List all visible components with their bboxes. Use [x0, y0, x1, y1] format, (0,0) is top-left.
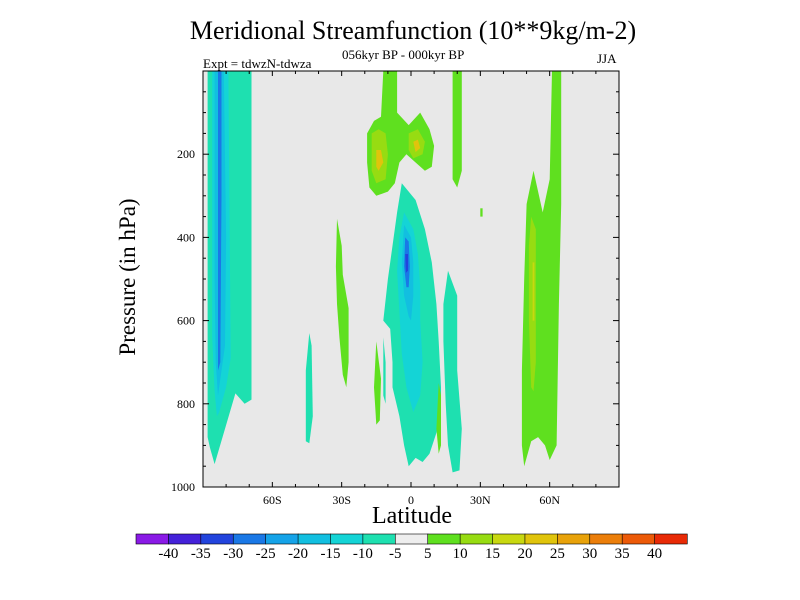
- nh-cell-plus15: [532, 262, 535, 321]
- colorbar-swatch: [492, 533, 526, 545]
- upper-cell-plus20-b: [413, 139, 421, 153]
- colorbar-label: 25: [550, 546, 565, 562]
- nh-cell-plus10: [528, 216, 536, 392]
- experiment-label: Expt = tdwzN-tdwza: [203, 56, 312, 71]
- ne-small-plus5-b: [436, 383, 441, 454]
- colorbar-label: -15: [320, 546, 340, 562]
- sh-cell-minus25: [218, 71, 222, 371]
- colorbar-swatch: [232, 533, 267, 545]
- contour-fills: [207, 71, 562, 473]
- colorbar-label: -20: [288, 546, 308, 562]
- eq-cell-minus30: [405, 254, 408, 273]
- colorbar-label: 10: [453, 546, 468, 562]
- x-tick-label: 30S: [332, 493, 351, 507]
- colorbar-label: -40: [158, 546, 178, 562]
- ne-dot: [480, 208, 483, 217]
- axis-ticks: 60S 30S 0 30N 60N 200 400 600 800 1000: [171, 71, 619, 507]
- x-tick-label: 60N: [539, 493, 560, 507]
- ne-tropical-minus5: [443, 270, 462, 473]
- y-tick-label: 1000: [171, 480, 195, 494]
- y-tick-label: 400: [177, 230, 195, 244]
- x-tick-label: 60S: [263, 493, 282, 507]
- colorbar-swatch: [589, 533, 623, 545]
- colorbar-label: -30: [223, 546, 243, 562]
- colorbar-label: -25: [256, 546, 276, 562]
- sh-positive-small: [374, 341, 381, 425]
- colorbar-label: 30: [582, 546, 597, 562]
- colorbar-swatch: [394, 533, 429, 545]
- chart-title: Meridional Streamfunction (10**9kg/m-2): [189, 16, 637, 45]
- ne-small-plus5: [452, 71, 462, 188]
- colorbar-swatch: [427, 533, 461, 545]
- upper-cell-plus20: [376, 150, 384, 171]
- colorbar: -40 -35 -30 -25 -20 -15 -10 -5 5 10 15 20 25 30 35 40: [135, 533, 688, 562]
- colorbar-label: 15: [485, 546, 500, 562]
- y-tick-label: 800: [177, 397, 195, 411]
- colorbar-swatch: [557, 533, 591, 545]
- colorbar-swatch: [297, 533, 332, 545]
- colorbar-label: 20: [517, 546, 532, 562]
- x-tick-label: 0: [408, 493, 414, 507]
- colorbar-swatch: [459, 533, 494, 545]
- colorbar-swatch: [621, 533, 656, 545]
- y-tick-label: 200: [177, 147, 195, 161]
- colorbar-label: 40: [647, 546, 662, 562]
- colorbar-swatch: [362, 533, 396, 545]
- near-eq-small: [383, 337, 386, 404]
- sh-positive-blob: [335, 218, 349, 388]
- colorbar-label: 5: [424, 546, 432, 562]
- colorbar-swatch: [265, 533, 299, 545]
- season-label: JJA: [597, 51, 617, 66]
- colorbar-label: 35: [615, 546, 630, 562]
- x-tick-label: 30N: [470, 493, 491, 507]
- colorbar-label: -5: [389, 546, 402, 562]
- colorbar-label: -35: [191, 546, 211, 562]
- y-tick-label: 600: [177, 314, 195, 328]
- chart-subtitle: 056kyr BP - 000kyr BP: [342, 47, 465, 62]
- sh-blob-1: [305, 333, 313, 444]
- colorbar-swatch: [168, 533, 202, 545]
- colorbar-swatch: [330, 533, 364, 545]
- colorbar-label: -10: [353, 546, 373, 562]
- colorbar-swatch: [135, 533, 170, 545]
- colorbar-swatch: [524, 533, 558, 545]
- colorbar-swatch: [654, 533, 688, 545]
- colorbar-swatch: [200, 533, 234, 545]
- x-axis-label: Latitude: [372, 503, 452, 529]
